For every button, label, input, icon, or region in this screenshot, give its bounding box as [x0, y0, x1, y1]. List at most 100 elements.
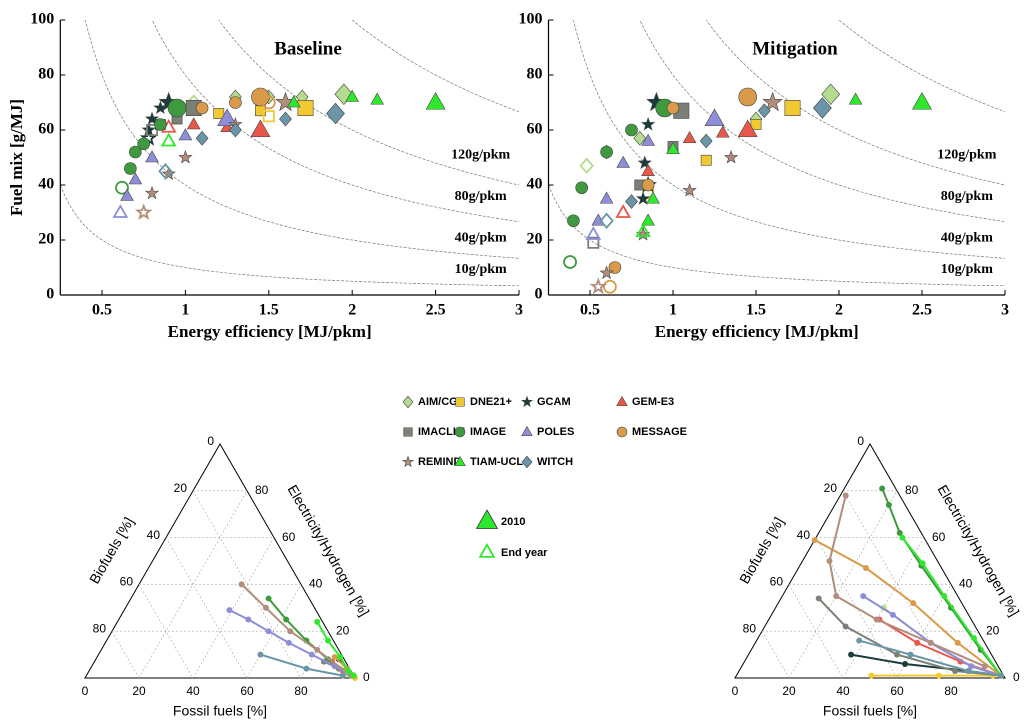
isoline	[60, 184, 519, 287]
data-point	[195, 130, 209, 146]
ternary-point	[337, 653, 344, 660]
data-point	[641, 178, 655, 192]
legend-marker	[520, 395, 534, 408]
data-point	[589, 277, 608, 295]
x-tick-label: 0.5	[92, 302, 112, 319]
y-tick-label: 0	[46, 286, 54, 303]
ternary-point	[997, 672, 1004, 679]
ternary-point	[226, 607, 233, 614]
data-point	[635, 223, 651, 238]
ternary-point	[919, 560, 926, 567]
ternary-point	[894, 651, 900, 658]
isoline	[705, 20, 1005, 186]
y-tick-label: 100	[519, 11, 543, 28]
data-point	[129, 145, 142, 159]
ternary-point	[914, 639, 921, 646]
isoline-label: 10g/pkm	[455, 262, 507, 277]
biofuels-tick-label: 20	[174, 481, 188, 495]
ternary-point	[889, 611, 896, 618]
data-point	[250, 119, 271, 138]
data-point	[575, 181, 589, 195]
ternary-point	[314, 618, 321, 625]
legend-label: WITCH	[537, 456, 573, 468]
data-point	[682, 183, 697, 197]
x-tick-label: 1	[669, 302, 677, 319]
isoline-label: 80g/pkm	[455, 189, 507, 204]
chart-title: Baseline	[274, 38, 342, 59]
data-point	[821, 83, 841, 106]
ternary-point	[899, 534, 906, 541]
isoline-label: 40g/pkm	[455, 231, 507, 246]
data-point	[600, 145, 613, 159]
ternary-point	[952, 667, 959, 674]
ternary-point	[902, 660, 909, 667]
grid-line	[192, 537, 275, 679]
data-point	[425, 91, 446, 110]
data-point	[784, 100, 801, 116]
data-point	[585, 226, 602, 240]
ternary-point	[842, 492, 849, 499]
fossil-tick-label: 0	[82, 684, 89, 698]
data-point	[848, 92, 863, 105]
legend-label: GEM-E3	[632, 396, 674, 408]
x-tick-label: 2	[835, 302, 843, 319]
isoline-label: 120g/pkm	[937, 148, 996, 163]
data-point	[646, 191, 660, 204]
data-point	[567, 214, 580, 228]
x-axis-label: Energy efficiency [MJ/pkm]	[168, 322, 372, 341]
biofuels-tick-label: 0	[207, 434, 214, 448]
fossil-tick-label: 0	[732, 684, 739, 698]
grid-line	[761, 631, 790, 679]
data-point	[641, 213, 655, 226]
legend-marker	[401, 455, 415, 468]
ternary-point	[833, 593, 840, 600]
data-point	[912, 91, 932, 110]
ternary-point	[262, 604, 269, 611]
y-tick-label: 100	[30, 11, 54, 28]
ternary-point	[826, 558, 833, 564]
ternary-point	[879, 485, 886, 492]
fossil-axis-label: Fossil fuels [%]	[173, 703, 267, 719]
isoline	[84, 20, 520, 259]
ternary-point	[285, 639, 292, 646]
biofuels-tick-label: 80	[93, 621, 107, 635]
ternary-point	[265, 628, 272, 635]
electricity-tick-label: 0	[363, 670, 370, 684]
data-point	[599, 265, 614, 280]
ternary-point	[927, 639, 934, 646]
data-point	[737, 119, 758, 138]
data-point	[345, 89, 360, 102]
ternary	[84, 442, 356, 679]
data-point	[370, 92, 385, 105]
data-point	[326, 102, 345, 125]
plot-area	[60, 20, 520, 287]
isoline-label: 80g/pkm	[941, 189, 993, 204]
ternary-point	[842, 623, 849, 630]
chart-title: Mitigation	[752, 38, 838, 59]
x-tick-label: 1	[181, 302, 189, 319]
electricity-tick-label: 0	[1013, 670, 1020, 684]
data-point	[262, 110, 275, 123]
legend-label: AIM/CGE	[418, 396, 465, 408]
legend-marker	[454, 426, 466, 438]
data-point	[160, 132, 177, 147]
data-point	[112, 204, 129, 218]
legend-label: TIAM-UCL	[470, 456, 523, 468]
data-point	[195, 101, 209, 115]
isoline-label: 40g/pkm	[941, 231, 993, 246]
electricity-tick-label: 40	[959, 577, 973, 591]
electricity-tick-label: 20	[336, 623, 350, 637]
isoline-label: 10g/pkm	[941, 262, 993, 277]
data-point	[229, 96, 242, 109]
y-tick-label: 60	[38, 121, 54, 138]
legend-label: 2010	[501, 516, 525, 528]
fossil-tick-label: 60	[240, 684, 254, 698]
y-axis-label: Fuel mix [g/MJ]	[7, 99, 26, 216]
data-point	[615, 204, 632, 218]
data-point	[115, 180, 129, 195]
ternary-point	[970, 635, 977, 642]
electricity-tick-label: 60	[282, 530, 296, 544]
biofuels-tick-label: 40	[147, 528, 161, 542]
y-tick-label: 40	[527, 176, 543, 193]
x-tick-label: 0.5	[580, 302, 600, 319]
